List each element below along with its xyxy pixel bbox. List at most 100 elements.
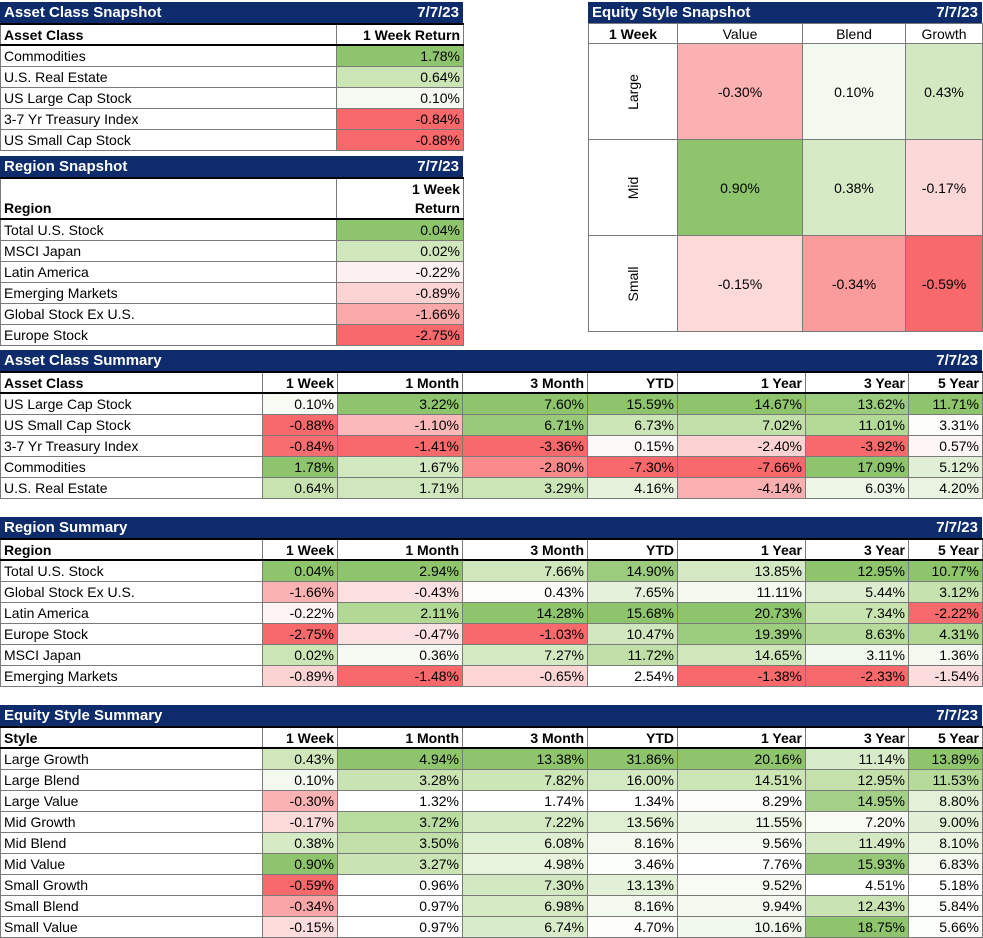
return-value: 17.09% xyxy=(805,455,909,478)
return-value: -2.75% xyxy=(262,622,338,645)
return-value: 0.10% xyxy=(262,768,338,791)
return-value: 1.32% xyxy=(337,789,463,812)
return-value: 9.94% xyxy=(677,894,806,917)
return-value: -0.22% xyxy=(336,260,464,283)
return-value: 3.22% xyxy=(337,392,463,415)
table-row: Commodities 1.78% xyxy=(0,44,464,67)
return-value: -0.84% xyxy=(336,107,464,130)
return-value: 6.08% xyxy=(462,831,588,854)
column-header: Return xyxy=(336,198,464,220)
column-header: YTD xyxy=(587,726,678,749)
return-value: -7.30% xyxy=(587,455,678,478)
return-value: -0.17% xyxy=(262,810,338,833)
table-row: 3-7 Yr Treasury Index -0.84% xyxy=(0,107,464,130)
return-value: 8.16% xyxy=(587,831,678,854)
return-value: 16.00% xyxy=(587,768,678,791)
row-label: Mid Growth xyxy=(0,810,263,833)
style-box-cell: -0.15% xyxy=(677,235,803,332)
return-value: 7.20% xyxy=(805,810,909,833)
row-label: Latin America xyxy=(0,601,263,624)
return-value: 11.53% xyxy=(908,768,983,791)
style-box-column-header: Growth xyxy=(905,23,983,44)
row-label: U.S. Real Estate xyxy=(0,65,337,88)
return-value: 4.51% xyxy=(805,873,909,896)
return-value: 14.95% xyxy=(805,789,909,812)
table-row: Latin America -0.22% 2.11% 14.28% 15.68% 20.7… xyxy=(0,601,983,624)
return-value: -2.80% xyxy=(462,455,588,478)
style-box-cell: -0.59% xyxy=(905,235,983,332)
return-value: 7.30% xyxy=(462,873,588,896)
row-label: Small Growth xyxy=(0,873,263,896)
return-value: -0.43% xyxy=(337,580,463,603)
row-label: Europe Stock xyxy=(0,622,263,645)
region-summary: Region Summary 7/7/23 Region 1 Week 1 Mont… xyxy=(0,517,983,687)
table-row: US Large Cap Stock 0.10% 3.22% 7.60% 15.59% 1… xyxy=(0,392,983,415)
return-value: 1.71% xyxy=(337,476,463,499)
return-value: 1.34% xyxy=(587,789,678,812)
return-value: 4.70% xyxy=(587,915,678,938)
table-row: US Small Cap Stock -0.88% xyxy=(0,128,464,151)
asset-class-snapshot-table: Asset Class 1 Week Return Commodities 1.7… xyxy=(0,23,464,151)
row-label: Emerging Markets xyxy=(0,281,337,304)
style-box-cell: -0.17% xyxy=(905,139,983,236)
column-header: 1 Week Return xyxy=(336,23,464,46)
return-value: -0.88% xyxy=(336,128,464,151)
return-value: -1.66% xyxy=(336,302,464,325)
column-header-blank xyxy=(0,177,337,198)
return-value: -0.88% xyxy=(262,413,338,436)
column-header: 1 Year xyxy=(677,726,806,749)
return-value: 0.04% xyxy=(262,559,338,582)
table-row: MSCI Japan 0.02% xyxy=(0,239,464,262)
table-row: Small Growth -0.59% 0.96% 7.30% 13.13% 9.52% 4… xyxy=(0,873,983,896)
return-value: 11.14% xyxy=(805,747,909,770)
return-value: 14.67% xyxy=(677,392,806,415)
table-row: 3-7 Yr Treasury Index -0.84% -1.41% -3.36% 0… xyxy=(0,434,983,457)
return-value: 4.94% xyxy=(337,747,463,770)
return-value: 11.55% xyxy=(677,810,806,833)
column-header: 1 Week xyxy=(336,177,464,198)
return-value: 0.64% xyxy=(336,65,464,88)
asset-class-summary: Asset Class Summary 7/7/23 Asset Class 1 … xyxy=(0,350,983,499)
row-label: Large Growth xyxy=(0,747,263,770)
return-value: 14.90% xyxy=(587,559,678,582)
return-value: 0.15% xyxy=(587,434,678,457)
return-value: -1.03% xyxy=(462,622,588,645)
row-label: 3-7 Yr Treasury Index xyxy=(0,107,337,130)
row-label: Mid Value xyxy=(0,852,263,875)
column-header: 3 Year xyxy=(805,726,909,749)
column-header: 1 Year xyxy=(677,371,806,394)
return-value: 8.16% xyxy=(587,894,678,917)
return-value: -0.15% xyxy=(262,915,338,938)
column-header: 3 Year xyxy=(805,538,909,561)
table-row: Europe Stock -2.75% xyxy=(0,323,464,346)
return-value: -0.34% xyxy=(262,894,338,917)
return-value: 7.66% xyxy=(462,559,588,582)
return-value: 2.54% xyxy=(587,664,678,687)
return-value: -2.33% xyxy=(805,664,909,687)
region-summary-title: Region Summary xyxy=(4,519,128,536)
column-header: 1 Week xyxy=(262,726,338,749)
return-value: 13.85% xyxy=(677,559,806,582)
return-value: 3.50% xyxy=(337,831,463,854)
return-value: 12.95% xyxy=(805,768,909,791)
region-snapshot-header: Region Snapshot 7/7/23 xyxy=(0,156,463,177)
column-header: 5 Year xyxy=(908,726,983,749)
return-value: 5.84% xyxy=(908,894,983,917)
column-header: 1 Month xyxy=(337,371,463,394)
return-value: 0.43% xyxy=(462,580,588,603)
return-value: 7.82% xyxy=(462,768,588,791)
return-value: 3.11% xyxy=(805,643,909,666)
equity-style-box: 1 Week Value Blend Growth Large -0.30% 0.1… xyxy=(588,23,983,332)
table-row: Commodities 1.78% 1.67% -2.80% -7.30% -7.66% 1… xyxy=(0,455,983,478)
table-header-row: Asset Class 1 Week 1 Month 3 Month YTD 1 Year… xyxy=(0,371,983,394)
return-value: 20.73% xyxy=(677,601,806,624)
region-snapshot-date: 7/7/23 xyxy=(417,158,459,175)
return-value: 6.74% xyxy=(462,915,588,938)
return-value: 0.04% xyxy=(336,218,464,241)
return-value: 0.02% xyxy=(262,643,338,666)
return-value: 4.98% xyxy=(462,852,588,875)
return-value: 9.52% xyxy=(677,873,806,896)
return-value: 7.65% xyxy=(587,580,678,603)
column-header: 5 Year xyxy=(908,538,983,561)
asset-class-snapshot: Asset Class Snapshot 7/7/23 Asset Class … xyxy=(0,2,464,151)
